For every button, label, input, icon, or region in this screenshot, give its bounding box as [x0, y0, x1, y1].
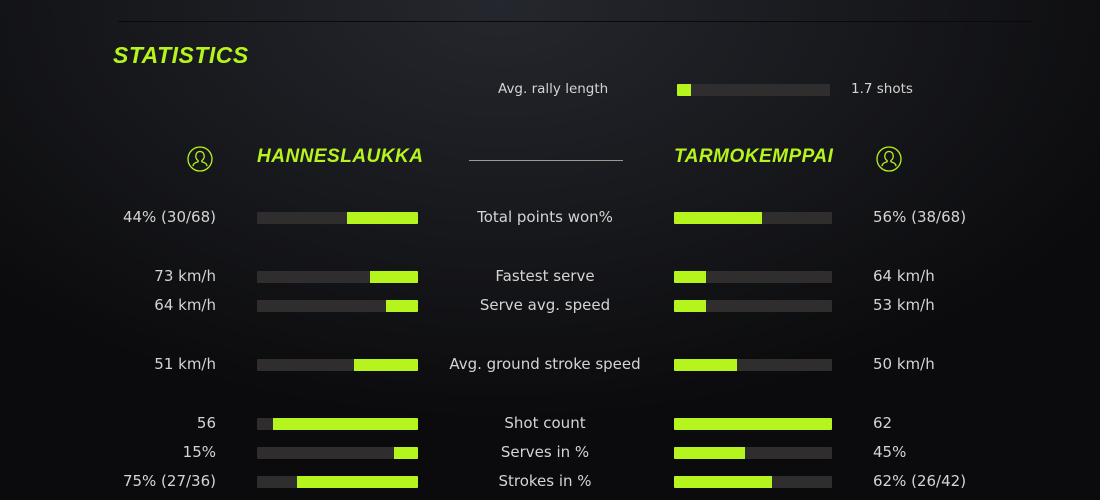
stat-right-value: 62% (26/42) — [873, 472, 967, 490]
rally-bar-fill — [677, 84, 691, 96]
stat-right-value: 53 km/h — [873, 296, 935, 314]
stat-right-bar — [674, 476, 832, 488]
stat-label: Serves in % — [500, 443, 590, 461]
stat-label: Avg. ground stroke speed — [449, 355, 641, 373]
stat-label: Fastest serve — [495, 267, 595, 285]
stat-left-bar — [257, 212, 418, 224]
user-icon — [876, 146, 902, 172]
stat-left-value: 56 — [196, 414, 216, 432]
stat-right-bar-fill — [674, 359, 738, 371]
stat-left-bar — [257, 476, 418, 488]
stat-left-bar-fill — [369, 271, 418, 283]
rally-bar — [677, 84, 830, 96]
stat-right-bar — [674, 212, 832, 224]
stat-left-value: 73 km/h — [154, 267, 216, 285]
stat-left-bar-fill — [353, 359, 418, 371]
stat-left-value: 44% (30/68) — [122, 208, 216, 226]
stat-left-bar — [257, 447, 418, 459]
rally-label: Avg. rally length — [498, 81, 609, 97]
stat-left-value: 15% — [182, 443, 216, 461]
stat-right-bar-fill — [674, 476, 772, 488]
stat-left-bar — [257, 271, 418, 283]
stat-right-value: 56% (38/68) — [873, 208, 967, 226]
stat-right-value: 62 — [873, 414, 893, 432]
vs-divider — [469, 160, 623, 161]
rally-value: 1.7 shots — [851, 81, 913, 97]
stat-label: Serve avg. speed — [479, 296, 611, 314]
stat-right-bar — [674, 447, 832, 459]
stat-left-bar — [257, 359, 418, 371]
stat-left-bar-fill — [347, 212, 418, 224]
stat-left-bar — [257, 300, 418, 312]
stat-label: Shot count — [504, 414, 586, 432]
stat-left-bar-fill — [273, 418, 418, 430]
stat-right-bar — [674, 300, 832, 312]
stat-left-bar-fill — [385, 300, 418, 312]
stat-right-bar-fill — [674, 447, 746, 459]
stat-right-bar — [674, 271, 832, 283]
stat-right-value: 64 km/h — [873, 267, 935, 285]
stat-right-bar-fill — [674, 212, 763, 224]
player-left-name: HANNESLAUKKA — [257, 146, 424, 167]
stat-left-value: 64 km/h — [154, 296, 216, 314]
stat-right-bar — [674, 418, 832, 430]
stat-left-bar-fill — [393, 447, 418, 459]
top-divider — [118, 21, 1033, 22]
user-icon — [187, 146, 213, 172]
stat-left-bar — [257, 418, 418, 430]
stat-right-bar-fill — [674, 271, 706, 283]
stat-left-value: 75% (27/36) — [122, 472, 216, 490]
stat-right-bar — [674, 359, 832, 371]
stat-right-bar-fill — [674, 418, 832, 430]
player-right-name: TARMOKEMPPAI — [674, 146, 834, 167]
stat-label: Total points won% — [477, 208, 613, 226]
stat-left-bar-fill — [297, 476, 418, 488]
stat-right-bar-fill — [674, 300, 706, 312]
stat-label: Strokes in % — [498, 472, 592, 490]
page-title: STATISTICS — [113, 42, 249, 68]
stat-left-value: 51 km/h — [154, 355, 216, 373]
stat-right-value: 45% — [873, 443, 907, 461]
stat-right-value: 50 km/h — [873, 355, 935, 373]
